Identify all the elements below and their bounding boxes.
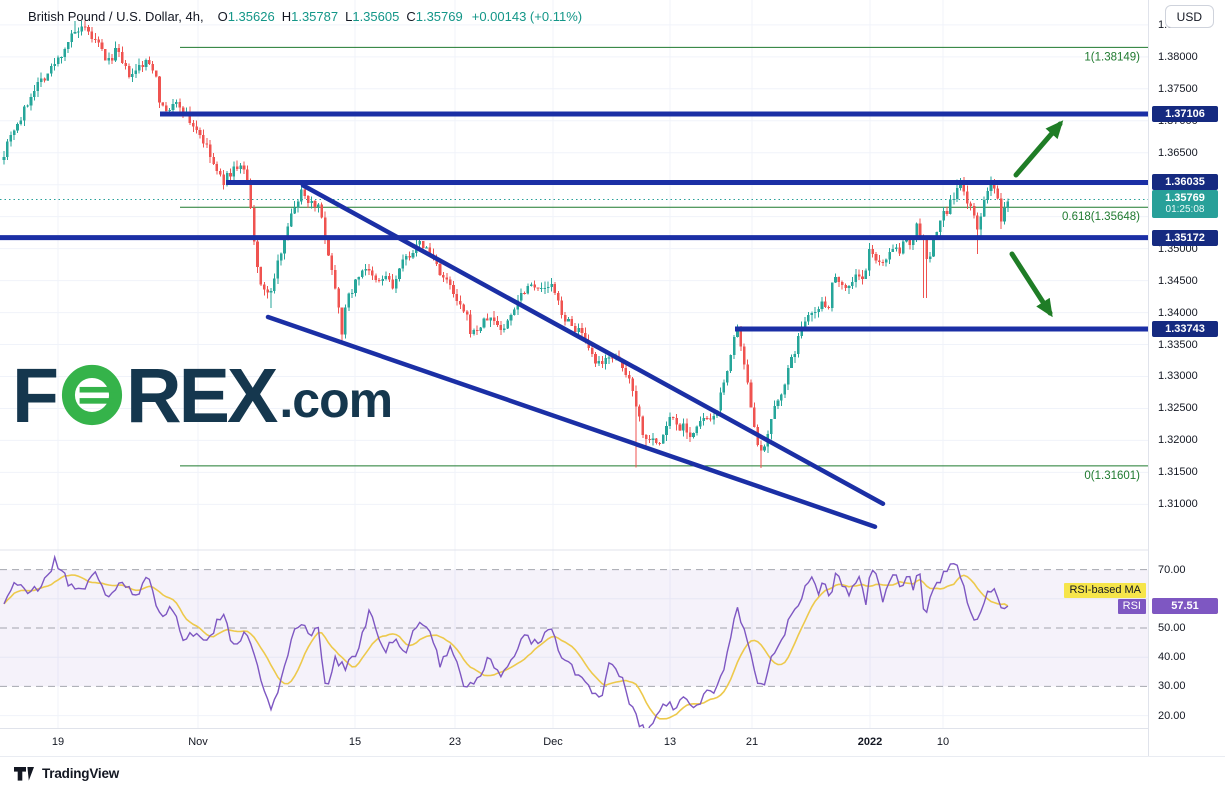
ohlc-low: L1.35605	[345, 9, 400, 24]
watermark-letter-f: F	[12, 353, 59, 439]
time-tick: 15	[348, 736, 362, 748]
forex-o-icon	[61, 364, 123, 426]
tradingview-brand-text: TradingView	[42, 766, 120, 781]
descending-trendlines[interactable]	[265, 183, 886, 529]
time-axis[interactable]: 19 Nov 15 23 Dec 13 21 2022 10	[0, 728, 1148, 757]
ohlc-open: O1.35626	[217, 9, 275, 24]
arrow-down	[1009, 251, 1053, 318]
currency-unit-button[interactable]: USD	[1164, 5, 1214, 28]
price-tick: 1.32500	[1158, 402, 1198, 415]
price-axis[interactable]: 1.35769 01:25:08 57.52 57.51 1.385001.38…	[1148, 0, 1225, 756]
fib-level-label: 1(1.38149)	[1084, 51, 1140, 63]
rsi-tick: 70.00	[1158, 563, 1186, 576]
rsi-label[interactable]: RSI	[1117, 599, 1146, 614]
rsi-tick: 30.00	[1158, 680, 1186, 693]
rsi-tick: 20.00	[1158, 709, 1186, 722]
forex-watermark: F REX .com	[12, 353, 393, 439]
watermark-dot-com: .com	[279, 372, 393, 428]
price-level-badge: 1.33743	[1152, 320, 1218, 337]
price-level-badge: 1.35172	[1152, 229, 1218, 246]
price-tick: 1.37500	[1158, 82, 1198, 95]
symbol-legend[interactable]: British Pound / U.S. Dollar, 4h, O1.3562…	[28, 9, 582, 24]
time-tick: 13	[663, 736, 677, 748]
price-tick: 1.33000	[1158, 370, 1198, 383]
time-tick: Nov	[188, 736, 208, 748]
price-tick: 1.31000	[1158, 498, 1198, 511]
price-level-badge: 1.36035	[1152, 174, 1218, 191]
arrow-up	[1013, 120, 1064, 178]
time-tick: 10	[936, 736, 950, 748]
ohlc-high: H1.35787	[281, 9, 339, 24]
rsi-value-badge: 57.51	[1152, 598, 1218, 615]
price-tick: 1.33500	[1158, 338, 1198, 351]
symbol-title: British Pound / U.S. Dollar, 4h,	[28, 9, 204, 24]
rsi-ma-line[interactable]	[3, 574, 1009, 720]
price-tick: 1.32000	[1158, 434, 1198, 447]
gridlines	[0, 0, 1148, 728]
price-tick: 1.34000	[1158, 306, 1198, 319]
price-tick: 1.36500	[1158, 146, 1198, 159]
rsi-tick: 50.00	[1158, 622, 1186, 634]
tradingview-logo[interactable]: TradingView	[14, 766, 119, 781]
fib-level-label: 0.618(1.35648)	[1062, 211, 1140, 223]
price-level-badge: 1.37106	[1152, 106, 1218, 122]
current-price-badge: 1.35769 01:25:08	[1152, 190, 1218, 219]
time-tick: 23	[448, 736, 462, 748]
ohlc-close: C1.35769	[406, 9, 463, 24]
price-tick: 1.38000	[1158, 50, 1198, 63]
fib-level-label: 0(1.31601)	[1084, 470, 1140, 482]
main-chart-canvas[interactable]: 1(1.38149) 0.618(1.35648) 0(1.31601)	[0, 0, 1148, 728]
rsi-band	[0, 569, 1148, 687]
watermark-letters-rex: REX	[126, 353, 278, 439]
time-tick: Dec	[543, 736, 563, 748]
bar-countdown: 01:25:08	[1165, 204, 1205, 216]
price-change: +0.00143 (+0.11%)	[471, 9, 583, 24]
fib-retracement[interactable]: 1(1.38149) 0.618(1.35648) 0(1.31601)	[180, 46, 1148, 482]
annotation-arrows[interactable]	[1009, 120, 1064, 318]
price-tick: 1.31500	[1158, 466, 1198, 479]
price-tick: 1.34500	[1158, 274, 1198, 287]
current-price-value: 1.35769	[1165, 192, 1205, 205]
footer-bar: TradingView	[0, 756, 1225, 791]
tradingview-icon	[14, 766, 34, 781]
rsi-tick: 40.00	[1158, 651, 1186, 664]
horizontal-level-lines[interactable]	[0, 111, 1148, 332]
time-tick: 19	[51, 736, 65, 748]
time-tick: 2022	[857, 736, 883, 748]
rsi-line[interactable]	[3, 554, 1009, 728]
time-tick: 21	[745, 736, 759, 748]
rsi-ma-label[interactable]: RSI-based MA	[1064, 583, 1146, 598]
